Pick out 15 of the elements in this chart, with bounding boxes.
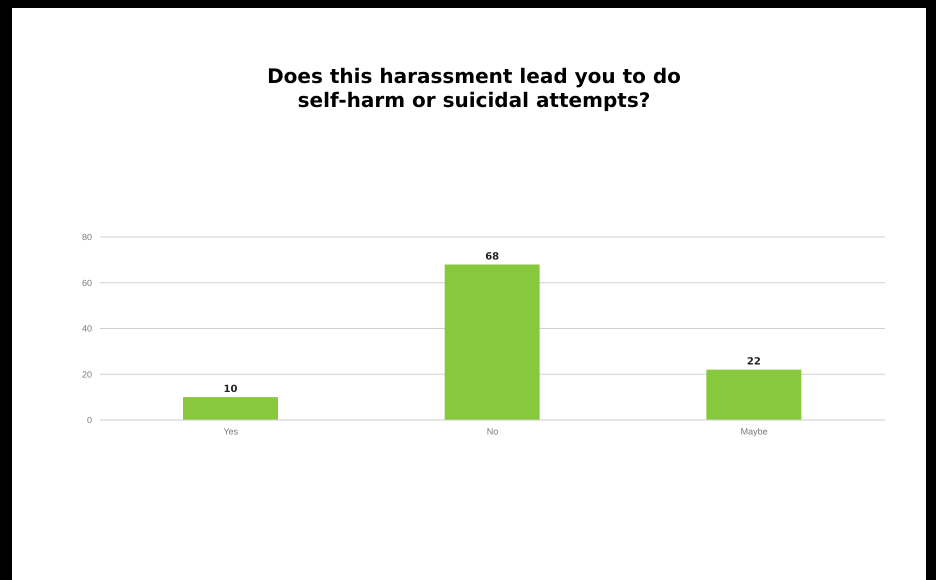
x-tick-label: Maybe — [740, 426, 768, 436]
y-tick-label: 40 — [82, 324, 92, 334]
y-tick-label: 0 — [86, 415, 92, 426]
y-tick-label: 20 — [82, 369, 92, 380]
y-tick-label: 60 — [82, 278, 92, 288]
data-label: 68 — [485, 251, 500, 262]
bar — [706, 370, 802, 420]
data-label: 10 — [224, 384, 238, 396]
y-tick-label: 80 — [82, 232, 92, 242]
bar — [444, 264, 540, 420]
x-tick-label: Yes — [223, 426, 239, 436]
bar — [183, 397, 278, 420]
data-label: 22 — [746, 356, 761, 368]
x-tick-label: No — [486, 426, 498, 436]
chart-title: Does this harassment lead you to do self-harm or suicidal attempts? — [266, 64, 682, 112]
